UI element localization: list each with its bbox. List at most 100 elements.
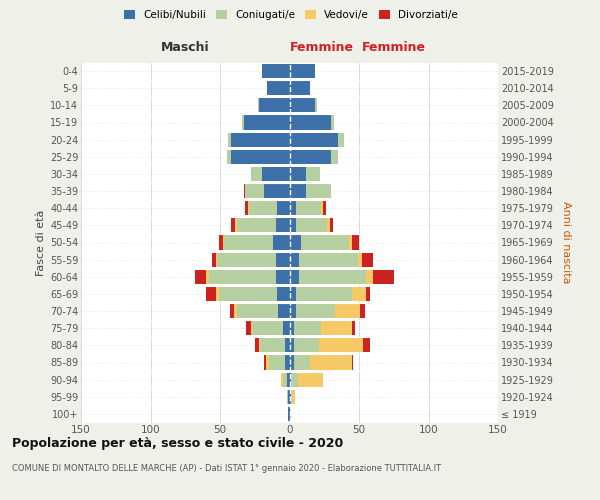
Bar [290,321,293,335]
Bar [352,321,355,335]
Bar [236,218,275,232]
Bar [244,184,245,198]
Bar [288,390,290,404]
Bar [195,270,206,284]
Bar [338,132,344,146]
Bar [231,150,290,164]
Bar [277,287,290,301]
Bar [252,321,283,335]
Bar [306,167,320,181]
Bar [229,132,231,146]
Bar [290,98,314,112]
Bar [244,116,290,130]
Bar [358,252,362,266]
Bar [255,338,259,352]
Bar [290,287,296,301]
Bar [209,270,275,284]
Bar [281,372,283,386]
Bar [323,201,326,215]
Bar [248,201,249,215]
Bar [283,321,290,335]
Bar [260,338,286,352]
Bar [273,236,290,250]
Bar [290,338,293,352]
Bar [349,236,352,250]
Bar [234,304,236,318]
Bar [291,390,292,404]
Bar [216,287,218,301]
Bar [259,338,260,352]
Bar [265,356,266,370]
Bar [278,304,290,318]
Bar [290,167,306,181]
Bar [218,287,277,301]
Bar [301,236,349,250]
Bar [299,270,366,284]
Bar [293,321,322,335]
Bar [306,184,331,198]
Bar [290,356,293,370]
Y-axis label: Fasce di età: Fasce di età [35,210,46,276]
Bar [291,372,298,386]
Bar [322,321,352,335]
Bar [275,270,290,284]
Text: Maschi: Maschi [161,40,209,54]
Bar [275,252,290,266]
Bar [298,372,323,386]
Bar [366,287,370,301]
Bar [290,304,296,318]
Bar [227,150,231,164]
Bar [330,218,332,232]
Bar [251,167,262,181]
Bar [331,116,334,130]
Text: COMUNE DI MONTALTO DELLE MARCHE (AP) - Dati ISTAT 1° gennaio 2020 - Elaborazione: COMUNE DI MONTALTO DELLE MARCHE (AP) - D… [12,464,441,473]
Bar [331,150,338,164]
Bar [269,356,286,370]
Bar [231,218,235,232]
Bar [290,236,301,250]
Bar [361,304,365,318]
Bar [206,287,216,301]
Text: Popolazione per età, sesso e stato civile - 2020: Popolazione per età, sesso e stato civil… [12,438,343,450]
Bar [352,287,366,301]
Bar [290,390,291,404]
Bar [366,270,373,284]
Bar [217,252,275,266]
Bar [290,201,296,215]
Bar [245,201,248,215]
Bar [290,218,296,232]
Bar [290,150,331,164]
Bar [257,98,259,112]
Bar [290,116,331,130]
Bar [242,116,244,130]
Bar [292,390,295,404]
Bar [362,252,373,266]
Bar [249,201,277,215]
Bar [352,356,353,370]
Bar [231,132,290,146]
Bar [290,252,299,266]
Bar [290,64,314,78]
Bar [275,218,290,232]
Bar [288,407,290,421]
Bar [245,184,265,198]
Bar [265,184,290,198]
Bar [296,201,322,215]
Bar [267,81,290,95]
Y-axis label: Anni di nascita: Anni di nascita [560,201,571,284]
Bar [277,201,290,215]
Legend: Celibi/Nubili, Coniugati/e, Vedovi/e, Divorziati/e: Celibi/Nubili, Coniugati/e, Vedovi/e, Di… [122,8,460,22]
Bar [296,287,352,301]
Bar [286,338,290,352]
Bar [283,372,287,386]
Bar [290,270,299,284]
Bar [335,304,361,318]
Bar [290,184,306,198]
Bar [259,98,290,112]
Bar [230,304,234,318]
Bar [319,338,363,352]
Bar [235,218,236,232]
Bar [216,252,217,266]
Bar [327,218,330,232]
Bar [287,390,288,404]
